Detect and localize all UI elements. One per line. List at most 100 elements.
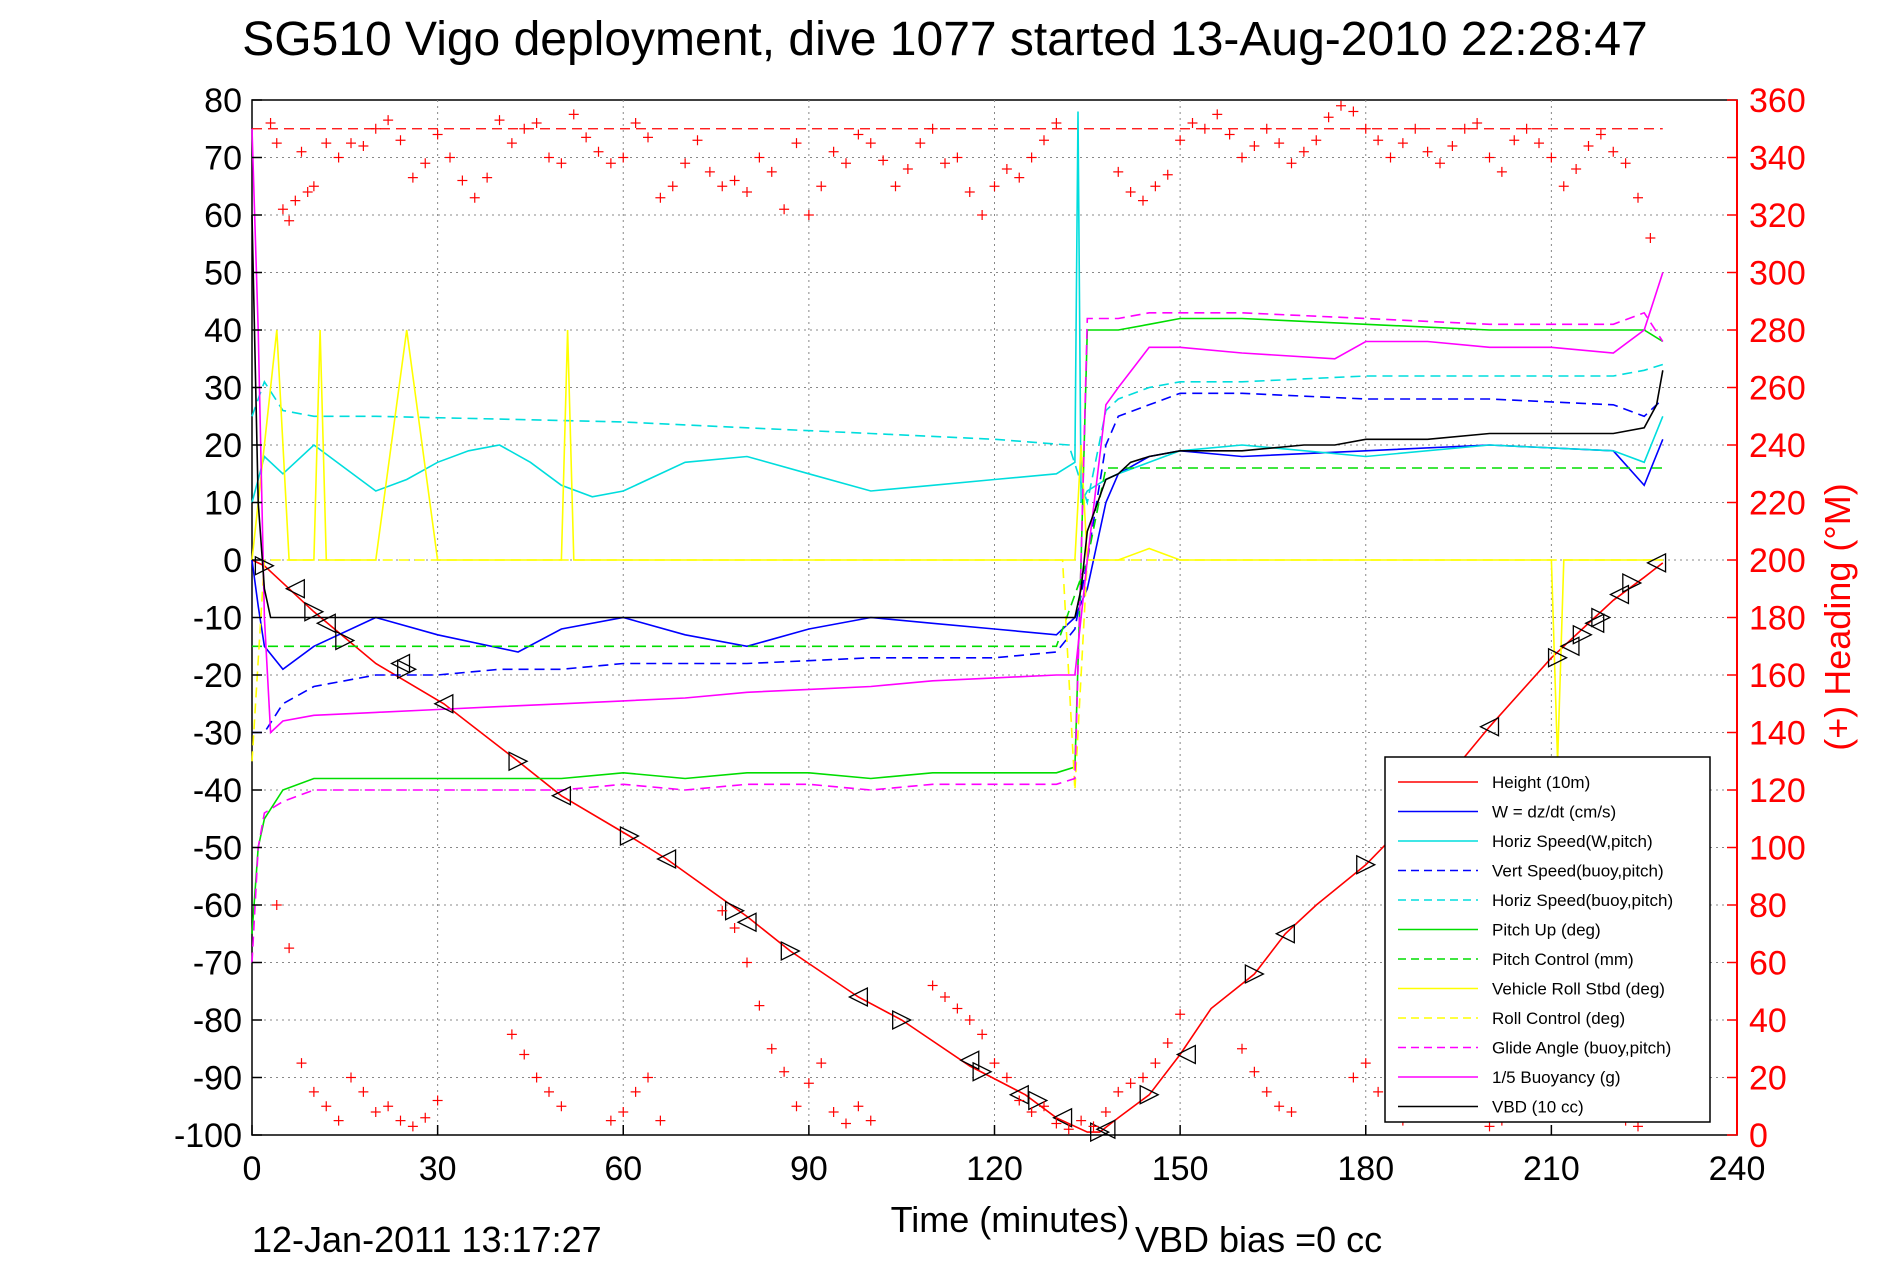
heading-point [1113,1086,1124,1097]
heading-point [655,192,666,203]
depth-marker [1244,963,1265,985]
depth-marker [1274,923,1295,944]
chart-title: SG510 Vigo deployment, dive 1077 started… [242,13,1647,66]
legend-label: Height (10m) [1492,773,1590,792]
y-tick-label: 40 [204,312,242,350]
heading-point [395,1115,406,1126]
heading-point [1150,1058,1161,1069]
heading-point [1373,1086,1384,1097]
heading-point [927,123,938,134]
y-axis-ticks: 80 70 60 50 40 30 20 10 0 -10 -20 -30 -40 -50 -60 -70 -8… [174,82,262,1155]
heading-point [1459,123,1470,134]
series-line [251,111,1664,503]
heading-point [1249,141,1260,151]
heading-point [1298,146,1309,157]
heading-point [1076,1115,1087,1126]
heading-point [816,1058,827,1069]
heading-point [333,152,344,163]
depth-marker [1175,1044,1196,1065]
y-tick-label: 80 [204,82,242,120]
heading-point [370,1107,381,1117]
heading-point [605,158,616,169]
depth-marker [619,825,640,847]
heading-point [1249,1066,1260,1077]
heading-point [1001,1072,1012,1083]
heading-point [1633,192,1643,203]
right-tick-label: 300 [1749,255,1806,293]
legend-label: Vert Speed(buoy,pitch) [1492,862,1664,881]
x-axis-ticks: 0 30 60 90 120 150 180 210 240 [243,1125,1765,1188]
heading-point [667,181,678,192]
depth-marker [1622,572,1643,594]
right-tick-label: 180 [1749,600,1806,638]
y-tick-label: -70 [193,945,242,983]
heading-point [1175,135,1186,146]
heading-point [1274,1101,1285,1112]
depth-marker [284,578,305,599]
y-tick-label: 10 [204,485,242,523]
heading-point [1323,112,1334,123]
x-tick-label: 120 [966,1150,1023,1188]
heading-point [1286,158,1297,169]
heading-point [321,1101,332,1112]
heading-point [1039,135,1049,146]
heading-point [977,1029,988,1040]
heading-point [1633,1121,1643,1132]
heading-point [729,175,740,186]
depth-marker [508,751,529,772]
heading-point [1224,129,1235,140]
heading-point [853,1101,864,1112]
heading-point [1039,1101,1049,1112]
heading-point [1088,1121,1099,1132]
y-tick-label: 60 [204,197,242,235]
footer-vbd: VBD bias =0 cc [1135,1219,1382,1260]
x-tick-label: 60 [604,1150,642,1188]
heading-point [1286,1107,1297,1117]
heading-point [1014,1095,1025,1106]
heading-point [878,155,889,166]
heading-point [1138,1072,1148,1083]
heading-point [1150,181,1161,192]
depth-marker [656,848,677,870]
depth-marker [1572,624,1593,645]
heading-point [1571,164,1582,174]
heading-point [581,132,592,143]
y-tick-label: 0 [223,542,242,580]
heading-point [865,138,876,149]
series-line [251,214,1664,619]
y-tick-label: -40 [193,772,242,810]
depth-marker [433,693,454,714]
legend: Height (10m) W = dz/dt (cm/s) Horiz Speed(… [1384,756,1711,1123]
heading-point [1608,146,1619,157]
heading-point [1212,109,1223,120]
heading-point [1348,106,1359,117]
right-tick-label: 60 [1749,945,1787,983]
series-line [251,559,1663,791]
heading-point [927,980,938,991]
y-tick-label: 30 [204,370,242,408]
legend-label: Glide Angle (buoy,pitch) [1492,1039,1671,1058]
heading-point [989,1058,1000,1069]
heading-point [333,1115,344,1126]
y-tick-label: -90 [193,1060,242,1098]
heading-point [271,900,282,910]
y-tick-label: -30 [193,715,242,753]
heading-point [1001,164,1012,174]
heading-point [432,1095,443,1106]
x-tick-label: 30 [419,1150,457,1188]
right-tick-label: 340 [1749,140,1806,178]
heading-point [717,905,728,916]
heading-point [1385,152,1396,163]
heading-point [1113,166,1124,177]
heading-point [766,166,777,177]
heading-point [779,1066,790,1077]
heading-point [828,146,839,157]
right-tick-label: 240 [1749,427,1806,465]
heading-point [1534,138,1544,149]
heading-point [1026,1107,1037,1117]
heading-point [383,115,394,126]
heading-point [370,123,381,134]
heading-point [407,1121,418,1132]
series-line [251,363,1664,506]
legend-label: W = dz/dt (cm/s) [1492,803,1616,822]
